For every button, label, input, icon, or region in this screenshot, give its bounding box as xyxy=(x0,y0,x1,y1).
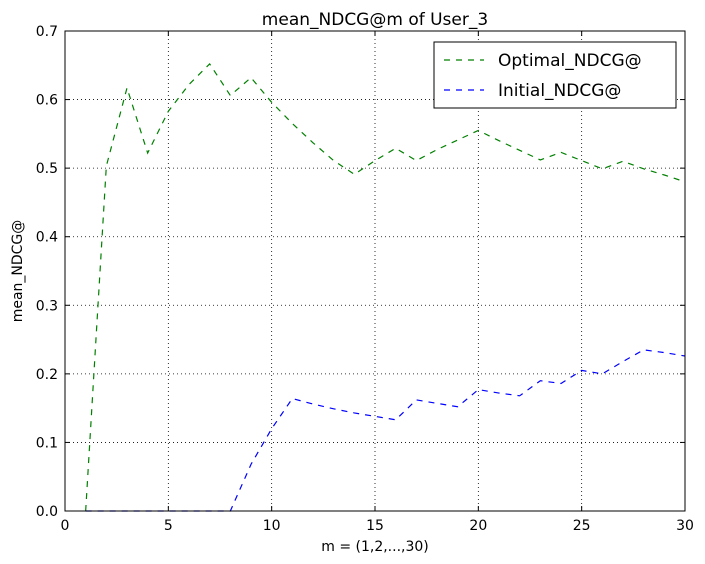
x-tick-label: 15 xyxy=(366,518,384,534)
legend-box xyxy=(433,41,677,109)
x-axis-label: m = (1,2,...,30) xyxy=(321,539,429,555)
legend-label: Optimal_NDCG@ xyxy=(498,51,642,71)
series-line-1 xyxy=(85,62,686,512)
x-tick-label: 20 xyxy=(469,518,487,534)
y-tick-label: 0.0 xyxy=(36,504,58,520)
y-tick-label: 0.2 xyxy=(36,367,58,383)
x-tick-label: 30 xyxy=(676,518,694,534)
y-tick-label: 0.7 xyxy=(36,24,58,40)
chart-title: mean_NDCG@m of User_3 xyxy=(262,10,488,30)
x-tick-label: 5 xyxy=(164,518,173,534)
y-axis-label: mean_NDCG@ xyxy=(10,220,26,323)
legend-label: Initial_NDCG@ xyxy=(498,81,621,101)
axis-ticks: 0 5 10 15 20 25 30 0.0 0.1 0.2 0.3 0.4 0.5 0.6 0.7 xyxy=(36,24,694,534)
x-tick-label: 10 xyxy=(263,518,281,534)
y-tick-label: 0.1 xyxy=(36,435,58,451)
x-tick-label: 25 xyxy=(573,518,591,534)
y-tick-label: 0.4 xyxy=(36,230,58,246)
legend: Optimal_NDCG@ Initial_NDCG@ xyxy=(433,41,677,109)
x-tick-label: 0 xyxy=(61,518,70,534)
y-tick-label: 0.6 xyxy=(36,93,58,109)
y-tick-label: 0.3 xyxy=(36,298,58,314)
y-tick-label: 0.5 xyxy=(36,161,58,177)
